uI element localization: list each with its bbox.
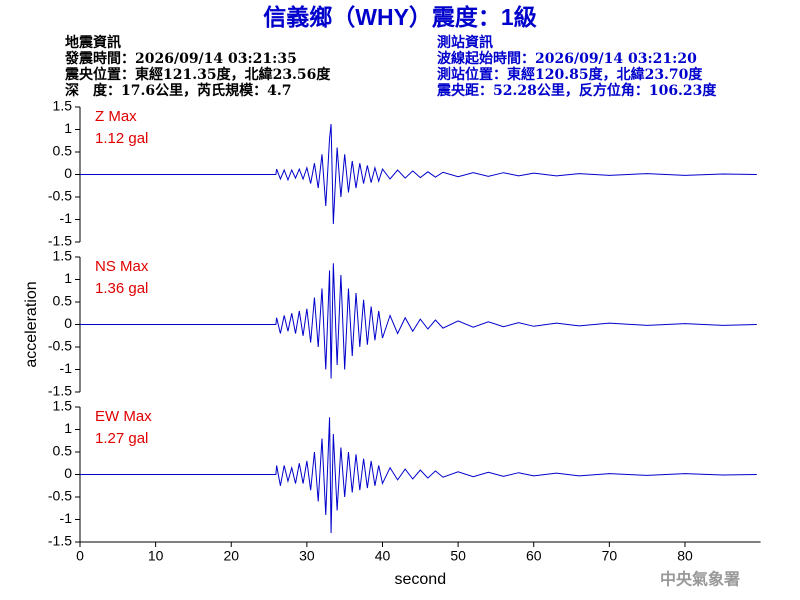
info-line: 發震時間：2026/09/14 03:21:35 — [64, 50, 297, 67]
y-tick-label: 0.5 — [53, 293, 73, 309]
y-tick-label: 0 — [64, 165, 72, 181]
y-tick-label: -1 — [60, 210, 73, 226]
y-tick-label: -1.5 — [48, 533, 72, 549]
y-axis-label: acceleration — [23, 281, 40, 367]
y-tick-label: -0.5 — [48, 188, 72, 204]
y-tick-label: 1.5 — [53, 248, 73, 264]
annotation: NS Max — [95, 258, 149, 275]
y-tick-label: 0 — [64, 465, 72, 481]
annotation: 1.27 gal — [95, 430, 148, 447]
y-tick-label: -1.5 — [48, 233, 72, 249]
info-line: 震央位置：東經121.35度，北緯23.56度 — [64, 66, 331, 83]
info-line: 測站位置：東經120.85度，北緯23.70度 — [437, 66, 703, 83]
x-axis-label: second — [395, 571, 447, 588]
x-tick-label: 80 — [677, 548, 693, 564]
info-line: 測站資訊 — [437, 34, 493, 51]
annotation: 1.36 gal — [95, 280, 148, 297]
y-tick-label: 1 — [64, 270, 72, 286]
x-tick-label: 10 — [148, 548, 164, 564]
annotation: EW Max — [95, 408, 152, 425]
y-tick-label: -1 — [60, 360, 73, 376]
x-tick-label: 0 — [76, 548, 84, 564]
info-line: 地震資訊 — [65, 34, 121, 51]
y-tick-label: -1.5 — [48, 383, 72, 399]
x-tick-label: 60 — [526, 548, 542, 564]
title: 信義鄉（WHY）震度：1級 — [263, 4, 536, 30]
info-line: 震央距：52.28公里，反方位角：106.23度 — [436, 82, 717, 99]
x-tick-label: 40 — [375, 548, 391, 564]
annotation: Z Max — [95, 108, 137, 125]
y-tick-label: -0.5 — [48, 338, 72, 354]
waveform — [80, 417, 757, 534]
y-tick-label: 0 — [64, 315, 72, 331]
waveform — [80, 124, 757, 225]
y-tick-label: -1 — [60, 510, 73, 526]
y-tick-label: 1 — [64, 420, 72, 436]
y-tick-label: 0.5 — [53, 143, 73, 159]
y-tick-label: 1.5 — [53, 98, 73, 114]
x-tick-label: 50 — [450, 548, 466, 564]
x-tick-label: 30 — [299, 548, 315, 564]
waveform — [80, 263, 757, 379]
agency: 中央氣象署 — [660, 570, 740, 589]
y-tick-label: 1.5 — [53, 398, 73, 414]
y-tick-label: 0.5 — [53, 443, 73, 459]
info-line: 波線起始時間：2026/09/14 03:21:20 — [437, 50, 697, 67]
y-tick-label: -0.5 — [48, 488, 72, 504]
y-tick-label: 1 — [64, 120, 72, 136]
annotation: 1.12 gal — [95, 130, 148, 147]
info-line: 深 度：17.6公里，芮氏規模：4.7 — [65, 82, 291, 99]
x-tick-label: 70 — [602, 548, 618, 564]
x-tick-label: 20 — [223, 548, 239, 564]
